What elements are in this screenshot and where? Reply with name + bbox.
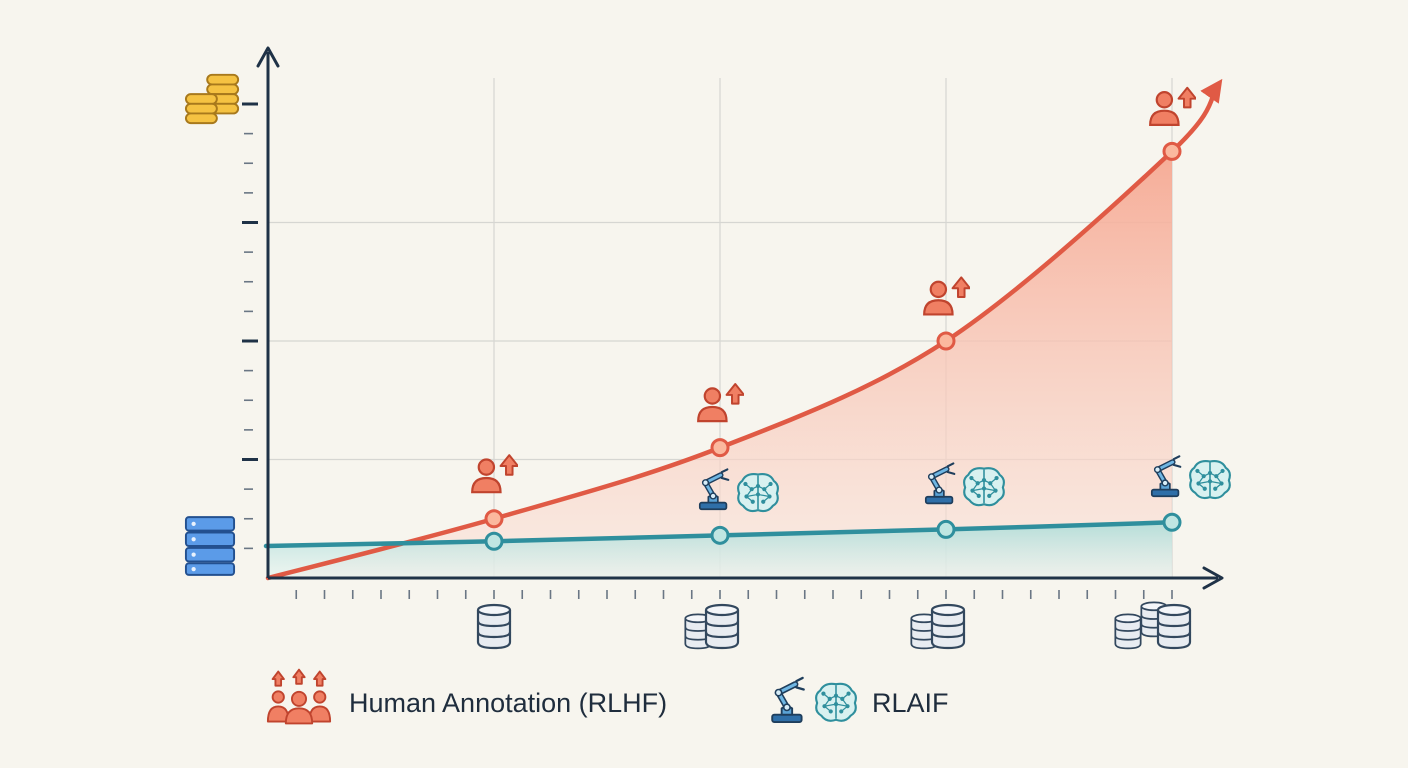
data-point-rlhf [484,509,504,529]
database-icon [476,603,512,650]
axes [242,46,1224,599]
y-axis-arrow [256,46,280,68]
database-stack-icon [1114,601,1192,650]
database-stack-icon [684,603,740,650]
person-up-icon [923,276,970,316]
brain-network-icon [963,467,1005,507]
database-icon [930,603,966,650]
data-point-rlhf [1162,141,1182,161]
data-point-rlhf [936,331,956,351]
database-icon [1156,603,1192,650]
data-markers [484,141,1182,551]
legend-label-rlaif: RLAIF [872,688,949,718]
database-icon [1114,613,1142,650]
person-up-icon [1149,86,1196,126]
data-point-rlaif [936,519,956,539]
database-stack-icon [910,603,966,650]
data-point-rlaif [1162,512,1182,532]
database-stack-icon [476,603,512,650]
brain-network-icon [737,473,779,513]
person-up-icon [471,454,518,494]
database-icon [704,603,740,650]
server-stack-icon [184,516,236,576]
legend-label-rlhf: Human Annotation (RLHF) [349,688,668,718]
robot-arm-icon [772,678,804,722]
brain-network-icon [1189,460,1231,500]
data-point-rlhf [710,438,730,458]
coin-stack-icon [184,73,240,125]
data-point-rlaif [484,531,504,551]
x-axis-arrow [1202,566,1224,590]
people-group-icon [266,668,332,725]
person-up-icon [697,382,744,423]
brain-network-icon [814,682,858,722]
series-line-rlhf [265,78,1223,581]
data-point-rlaif [710,525,730,545]
